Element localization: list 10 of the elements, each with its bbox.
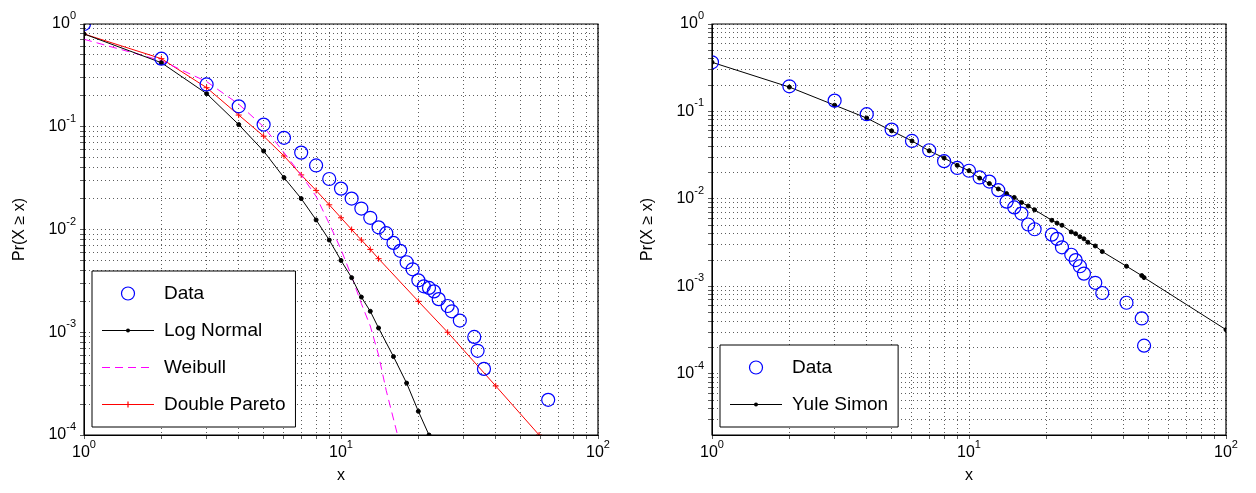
legend-label: Weibull: [164, 355, 226, 377]
legend-label: Data: [792, 355, 833, 377]
legend-label: Log Normal: [164, 318, 263, 340]
x-axis-title: x: [337, 465, 345, 483]
x-axis-title: x: [965, 465, 973, 483]
legend-label: Yule Simon: [792, 392, 889, 414]
legend-label: Data: [164, 281, 205, 303]
y-axis-title: Pr(X ≥ x): [10, 198, 28, 261]
legend-label: Double Pareto: [164, 392, 286, 414]
y-axis-title: Pr(X ≥ x): [638, 198, 656, 261]
